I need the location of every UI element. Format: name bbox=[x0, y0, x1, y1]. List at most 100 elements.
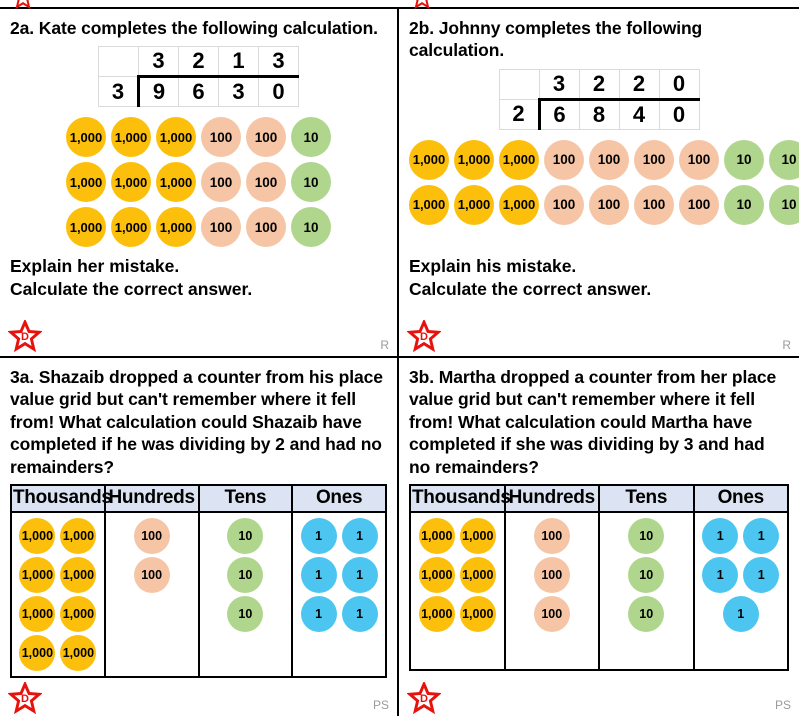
counter-line: 1,000 1,000 bbox=[19, 556, 97, 593]
corner-code-3a: PS bbox=[372, 698, 389, 712]
counter-thousands: 1,000 bbox=[111, 162, 151, 203]
star-label: D bbox=[420, 331, 428, 343]
place-value-cell-hundreds[interactable]: 100 100 100 bbox=[503, 511, 600, 671]
instructions-2a: Explain her mistake. Calculate the corre… bbox=[10, 255, 387, 301]
quotient-cell: 3 bbox=[138, 46, 179, 79]
star-icon-difficulty-2a: D bbox=[7, 318, 43, 353]
counter-thousands: 1,000 bbox=[459, 556, 496, 593]
column-header-hundreds: Hundreds bbox=[503, 483, 600, 513]
dividend-cell: 8 bbox=[578, 98, 620, 130]
counter-ones: 1 bbox=[300, 517, 337, 554]
counter-hundreds: 100 bbox=[533, 556, 570, 593]
corner-code-3b: PS bbox=[774, 698, 791, 712]
star-icon-difficulty-2b: D bbox=[406, 318, 442, 353]
counter-hundreds: 100 bbox=[133, 517, 170, 554]
counter-hundreds: 100 bbox=[589, 139, 629, 180]
counter-hundreds: 100 bbox=[679, 139, 719, 180]
question-text-2a: 2a. Kate completes the following calcula… bbox=[10, 18, 378, 38]
counter-thousands: 1,000 bbox=[459, 517, 496, 554]
place-value-grid-3b: Thousands Hundreds Tens Ones 1,000 1,000 1,000… bbox=[409, 483, 789, 671]
counter-row: 1,000 1,000 1,000 100 100 100 100 10 10 bbox=[409, 139, 799, 180]
counter-stack: 10 10 10 bbox=[202, 517, 290, 632]
counter-stack: 100 100 100 bbox=[508, 517, 597, 632]
quotient-cell: 3 bbox=[258, 46, 299, 79]
counter-thousands: 1,000 bbox=[499, 184, 539, 225]
counter-hundreds: 100 bbox=[544, 184, 584, 225]
counter-tens: 10 bbox=[724, 139, 764, 180]
column-header-hundreds: Hundreds bbox=[103, 483, 200, 513]
counter-thousands: 1,000 bbox=[418, 517, 455, 554]
counter-tens: 10 bbox=[227, 556, 264, 593]
counter-tens: 10 bbox=[227, 595, 264, 632]
place-value-cell-tens[interactable]: 10 10 10 bbox=[598, 511, 695, 671]
counter-ones: 1 bbox=[341, 517, 378, 554]
counter-tens: 10 bbox=[628, 595, 665, 632]
dividend-cell: 0 bbox=[658, 98, 700, 130]
counter-hundreds: 100 bbox=[133, 556, 170, 593]
counter-line: 10 bbox=[628, 595, 665, 632]
question-text-3b: 3b. Martha dropped a counter from her pl… bbox=[409, 367, 777, 477]
counter-hundreds: 100 bbox=[634, 184, 674, 225]
place-value-cell-tens[interactable]: 10 10 10 bbox=[197, 511, 294, 678]
counter-hundreds: 100 bbox=[201, 117, 241, 158]
counter-thousands: 1,000 bbox=[60, 517, 97, 554]
counter-thousands: 1,000 bbox=[454, 139, 494, 180]
counter-line: 10 bbox=[227, 517, 264, 554]
counter-tens: 10 bbox=[291, 162, 331, 203]
dividend-row-2b: 2 6 8 4 0 bbox=[498, 98, 700, 130]
instructions-2b: Explain his mistake. Calculate the corre… bbox=[409, 255, 789, 301]
division-box-2b: 3 2 2 0 2 6 8 4 0 bbox=[409, 68, 789, 130]
counter-line: 1,000 1,000 bbox=[418, 517, 496, 554]
dividend-cell: 0 bbox=[258, 76, 299, 108]
dividend-cell: 6 bbox=[537, 98, 580, 130]
counter-ones: 1 bbox=[300, 556, 337, 593]
counter-hundreds: 100 bbox=[246, 207, 286, 248]
counter-thousands: 1,000 bbox=[111, 117, 151, 158]
counter-hundreds: 100 bbox=[634, 139, 674, 180]
star-icon-partial-right bbox=[411, 0, 433, 9]
instruction-line: Calculate the correct answer. bbox=[409, 278, 652, 299]
column-header-ones: Ones bbox=[692, 483, 789, 513]
counter-thousands: 1,000 bbox=[156, 162, 196, 203]
counter-line: 100 bbox=[133, 556, 170, 593]
dividend-cell: 3 bbox=[218, 76, 259, 108]
counter-line: 1,000 1,000 bbox=[19, 595, 97, 632]
counter-ones: 1 bbox=[722, 595, 759, 632]
star-label: D bbox=[21, 693, 29, 705]
counter-line: 1,000 1,000 bbox=[418, 556, 496, 593]
instruction-line: Explain her mistake. bbox=[10, 256, 180, 277]
quotient-row-2b: 3 2 2 0 bbox=[498, 68, 700, 101]
quotient-cell: 2 bbox=[178, 46, 219, 79]
counter-line: 1 bbox=[722, 595, 759, 632]
counter-line: 100 bbox=[133, 517, 170, 554]
counter-hundreds: 100 bbox=[246, 117, 286, 158]
counter-stack: 10 10 10 bbox=[602, 517, 691, 632]
counter-ones: 1 bbox=[341, 556, 378, 593]
dividend-cell: 4 bbox=[618, 98, 660, 130]
counter-thousands: 1,000 bbox=[156, 117, 196, 158]
quotient-row-2a: 3 2 1 3 bbox=[98, 46, 299, 79]
quotient-cell: 3 bbox=[538, 68, 580, 101]
counter-stack: 1,000 1,000 1,000 1,000 1,000 1,000 1,000 1,000 bbox=[14, 517, 102, 671]
place-value-body-row: 1,000 1,000 1,000 1,000 1,000 1,000 100 100 100 1… bbox=[409, 511, 789, 671]
counter-line: 10 bbox=[628, 517, 665, 554]
counter-tens: 10 bbox=[628, 517, 665, 554]
counter-thousands: 1,000 bbox=[60, 556, 97, 593]
counter-line: 100 bbox=[533, 595, 570, 632]
place-value-cell-thousands[interactable]: 1,000 1,000 1,000 1,000 1,000 1,000 1,000 1,000 bbox=[10, 511, 106, 678]
counter-hundreds: 100 bbox=[544, 139, 584, 180]
place-value-cell-hundreds[interactable]: 100 100 bbox=[103, 511, 200, 678]
counter-thousands: 1,000 bbox=[418, 556, 455, 593]
counter-tens: 10 bbox=[227, 517, 264, 554]
counter-line: 1,000 1,000 bbox=[19, 634, 97, 671]
panel-3a: 3a. Shazaib dropped a counter from his p… bbox=[0, 358, 399, 716]
place-value-body-row: 1,000 1,000 1,000 1,000 1,000 1,000 1,000 1,000… bbox=[10, 511, 387, 678]
counter-ones: 1 bbox=[702, 517, 739, 554]
quotient-cell bbox=[98, 46, 139, 78]
place-value-cell-thousands[interactable]: 1,000 1,000 1,000 1,000 1,000 1,000 bbox=[409, 511, 506, 671]
division-box-2a: 3 2 1 3 3 9 6 3 0 bbox=[10, 46, 387, 108]
